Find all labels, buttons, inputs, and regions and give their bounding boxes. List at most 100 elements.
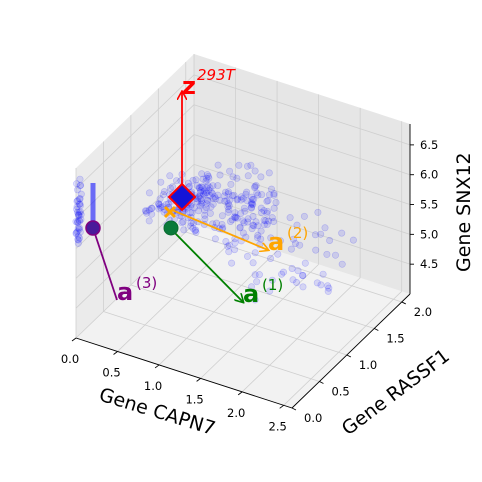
data-point [225,202,233,210]
grid-line [185,231,402,303]
x-marker [163,205,177,219]
data-point [265,217,273,225]
data-point [74,197,82,205]
grid-line [103,311,320,382]
data-point [200,187,208,195]
data-point [201,215,209,223]
x-tick-label: 2.5 [269,419,287,433]
data-point [289,276,297,284]
x-tick-label: 0.5 [102,365,120,379]
data-point [206,192,214,200]
data-point [270,190,278,198]
data-point [317,281,325,289]
data-point [198,197,206,205]
data-point [228,259,236,267]
data-point [204,196,212,204]
data-point [223,197,231,205]
data-point [199,175,207,183]
data-point [235,161,243,169]
data-point [76,200,84,208]
data-point [73,203,81,211]
data-point [234,195,242,203]
data-point [224,242,232,250]
data-point [74,235,82,243]
data-point [260,216,268,224]
data-point [197,183,205,191]
data-point [276,237,284,245]
data-point [75,212,83,220]
data-point [293,278,301,286]
data-point [148,204,156,212]
data-point [274,250,282,258]
data-point [251,249,259,257]
grid-line [200,264,319,379]
data-point [243,162,251,170]
data-point [218,221,226,229]
data-point [267,255,275,263]
data-point [203,189,211,197]
data-point [225,206,233,214]
vector-superscript: (1) [262,276,283,294]
data-point [75,210,83,218]
data-point [323,250,331,258]
data-point [169,183,177,191]
vector-superscript: (2) [287,224,308,242]
data-point [266,287,274,295]
x-tick-mark [237,391,243,396]
data-point [207,203,215,211]
data-point [221,197,229,205]
data-point [264,197,272,205]
grid-line [193,134,411,205]
data-point [194,198,202,206]
y-tick-label: 0.5 [331,384,349,398]
data-point [311,231,319,239]
data-point [76,195,84,203]
grid-line [158,258,375,329]
data-point [77,181,85,189]
data-point [142,207,150,215]
data-point [240,219,248,227]
y-tick-label: 1.5 [386,331,404,345]
data-point [255,271,263,279]
vector-label: z [182,72,196,100]
data-point [227,218,235,226]
data-point [288,264,296,272]
grid-line [193,104,411,176]
data-point [260,221,268,229]
data-point [192,226,200,234]
data-point [196,192,204,200]
data-point [157,178,165,186]
data-point [244,215,252,223]
diamond-marker [167,182,197,212]
data-point [205,174,213,182]
data-point [268,276,276,284]
data-point [244,218,252,226]
data-point [260,207,268,215]
data-point [177,177,185,185]
data-point [257,227,265,235]
data-point [73,228,81,236]
data-point [228,216,236,224]
data-point [254,222,262,230]
data-point [236,224,244,232]
data-point [74,232,82,240]
y-tick-mark [374,328,379,331]
data-point [187,219,195,227]
data-point [239,229,247,237]
data-point [204,182,212,190]
data-point [293,221,301,229]
data-point [72,230,80,238]
z-tick-label: 6.0 [420,168,438,182]
data-point [233,196,241,204]
data-point [254,191,262,199]
data-point [202,189,210,197]
data-point [289,235,297,243]
data-point [224,203,232,211]
data-point [203,200,211,208]
data-point [231,209,239,217]
data-point [231,239,239,247]
data-point [252,218,260,226]
data-point [321,224,329,232]
data-point [209,194,217,202]
data-point [270,191,278,199]
